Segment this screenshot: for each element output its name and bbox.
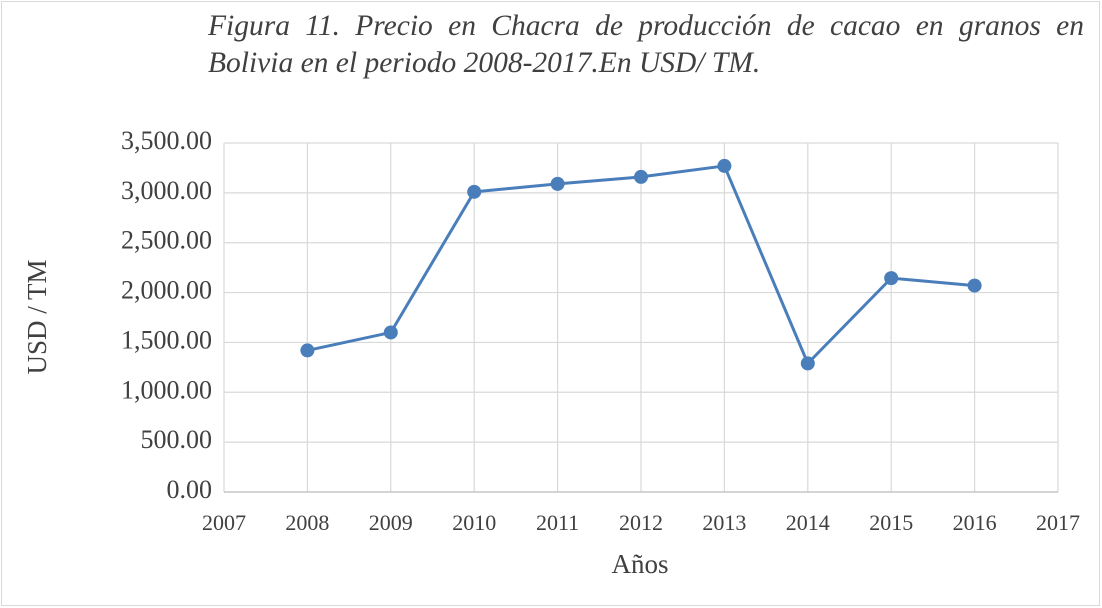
y-axis-label: USD / TM (22, 259, 52, 374)
x-tick-label: 2012 (619, 510, 663, 535)
y-tick-label: 2,500.00 (121, 226, 212, 255)
data-point (467, 184, 482, 199)
data-point (550, 176, 565, 191)
x-tick-label: 2014 (786, 510, 830, 535)
x-tick-label: 2016 (953, 510, 997, 535)
x-tick-label: 2010 (452, 510, 496, 535)
data-point (383, 325, 398, 340)
grid (223, 142, 1059, 493)
y-tick-label: 1,000.00 (121, 375, 212, 404)
y-tick-label: 3,000.00 (121, 176, 212, 205)
y-tick-label: 0.00 (167, 475, 213, 504)
y-tick-label: 2,000.00 (121, 276, 212, 305)
data-point (967, 278, 982, 293)
data-point (884, 271, 899, 286)
data-point (800, 356, 815, 371)
x-tick-label: 2007 (202, 510, 246, 535)
chart-title: Figura 11. Precio en Chacra de producció… (208, 10, 1084, 79)
x-tick-label: 2013 (702, 510, 746, 535)
x-tick-label: 2017 (1036, 510, 1080, 535)
y-tick-label: 500.00 (141, 425, 213, 454)
x-tick-label: 2009 (369, 510, 413, 535)
x-tick-label: 2008 (285, 510, 329, 535)
data-point (717, 158, 732, 173)
x-tick-label: 2011 (536, 510, 579, 535)
y-tick-label: 1,500.00 (121, 325, 212, 354)
data-point (634, 169, 648, 184)
y-tick-label: 3,500.00 (121, 126, 212, 155)
plot (300, 158, 982, 371)
x-axis-label: Años (611, 549, 668, 579)
data-point (300, 343, 315, 358)
x-tick-label: 2015 (869, 510, 913, 535)
